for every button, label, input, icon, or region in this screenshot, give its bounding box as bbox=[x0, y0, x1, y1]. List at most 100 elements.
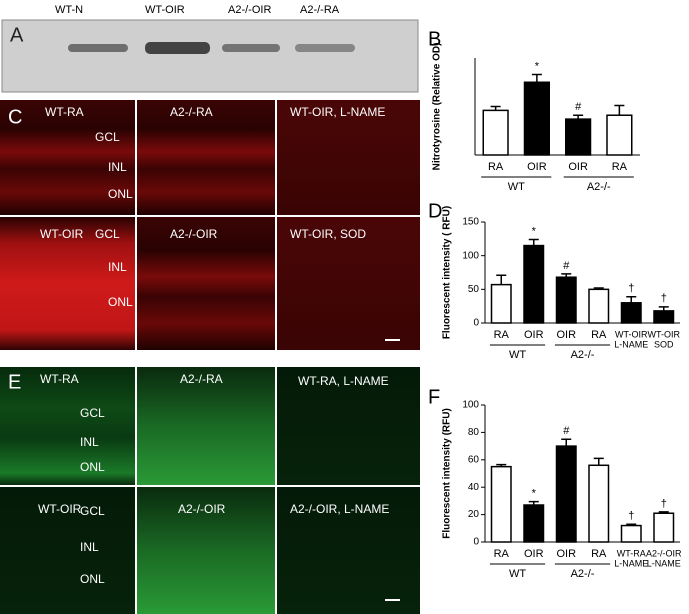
x-tick-label: RA bbox=[591, 548, 607, 560]
significance-marker: * bbox=[532, 225, 537, 237]
micrographs-e bbox=[0, 367, 420, 614]
bar bbox=[620, 302, 642, 324]
error-bar bbox=[573, 114, 584, 120]
x-tick-label: L-NAME bbox=[647, 558, 681, 568]
error-bar bbox=[490, 105, 501, 111]
x-tick-label: L-NAME bbox=[614, 339, 648, 349]
error-bar bbox=[658, 511, 669, 514]
image-title: WT-OIR, L-NAME bbox=[290, 105, 385, 119]
layer-label: GCL bbox=[80, 406, 105, 420]
x-tick-label: RA bbox=[591, 329, 607, 341]
bar bbox=[523, 81, 550, 156]
image bbox=[0, 100, 135, 215]
x-tick-label: OIR bbox=[556, 548, 576, 560]
group-label: WT bbox=[509, 349, 526, 361]
image bbox=[137, 100, 275, 215]
y-axis-label: Fluorescent intensity ( RFU) bbox=[442, 206, 453, 339]
group-label: A2-/- bbox=[587, 181, 611, 193]
y-tick-label: 60 bbox=[468, 454, 480, 465]
image-title: A2-/-OIR bbox=[170, 227, 218, 241]
y-tick-label: 0 bbox=[473, 318, 479, 329]
layer-label: ONL bbox=[108, 187, 133, 201]
x-tick-label: RA bbox=[488, 161, 504, 173]
significance-marker: * bbox=[532, 487, 537, 499]
layer-label: GCL bbox=[95, 227, 120, 241]
image bbox=[0, 367, 135, 485]
layer-label: INL bbox=[80, 435, 99, 449]
significance-marker: † bbox=[628, 283, 634, 295]
layer-label: ONL bbox=[108, 295, 133, 309]
error-bar bbox=[561, 438, 572, 447]
lane-label: WT-N bbox=[55, 4, 83, 16]
x-tick-label: OIR bbox=[527, 161, 547, 173]
image bbox=[277, 367, 420, 485]
image-title: WT-RA, L-NAME bbox=[298, 374, 389, 388]
x-tick-label: WT-OIR bbox=[615, 329, 648, 339]
layer-label: INL bbox=[108, 160, 127, 174]
image bbox=[277, 487, 420, 614]
image-title: WT-OIR, SOD bbox=[290, 227, 366, 241]
layer-label: GCL bbox=[80, 504, 105, 518]
y-tick-label: 150 bbox=[462, 217, 479, 228]
error-bar bbox=[626, 295, 637, 303]
bar bbox=[555, 276, 577, 324]
x-tick-label: RA bbox=[494, 329, 510, 341]
x-tick-label: OIR bbox=[524, 548, 544, 560]
bar bbox=[565, 118, 592, 156]
band bbox=[222, 44, 280, 52]
panel-label: D bbox=[428, 200, 442, 222]
y-tick-label: 20 bbox=[468, 509, 480, 520]
x-tick-label: OIR bbox=[524, 329, 544, 341]
image bbox=[277, 217, 420, 350]
significance-marker: # bbox=[575, 101, 582, 113]
bar bbox=[482, 109, 509, 156]
error-bar bbox=[561, 273, 572, 278]
image bbox=[277, 100, 420, 215]
significance-marker: # bbox=[563, 260, 570, 272]
bar bbox=[523, 244, 545, 324]
bar bbox=[588, 464, 610, 543]
image-title: A2-/-OIR, L-NAME bbox=[290, 502, 389, 516]
significance-marker: # bbox=[563, 425, 570, 437]
bar bbox=[555, 445, 577, 543]
y-tick-label: 0 bbox=[473, 537, 479, 548]
panel-label: C bbox=[8, 106, 22, 128]
error-bar bbox=[658, 306, 669, 311]
x-tick-label: WT-RA bbox=[617, 548, 646, 558]
error-bar bbox=[593, 287, 604, 290]
bar bbox=[523, 504, 545, 543]
band bbox=[295, 44, 355, 52]
layer-label: ONL bbox=[80, 460, 105, 474]
image bbox=[0, 217, 135, 350]
bar bbox=[490, 465, 512, 543]
x-tick-label: L-NAME bbox=[614, 558, 648, 568]
significance-marker: * bbox=[535, 60, 540, 72]
bar bbox=[588, 288, 610, 324]
x-tick-label: OIR bbox=[556, 329, 576, 341]
image-title: WT-RA bbox=[40, 372, 79, 386]
error-bar bbox=[496, 463, 507, 467]
y-tick-label: 40 bbox=[468, 482, 480, 493]
x-tick-label: RA bbox=[494, 548, 510, 560]
image bbox=[137, 217, 275, 350]
blot bbox=[1, 19, 419, 93]
x-tick-label: WT-OIR bbox=[648, 329, 681, 339]
panel-label: E bbox=[8, 371, 21, 393]
image-title: WT-RA bbox=[45, 105, 84, 119]
image-title: A2-/-OIR bbox=[178, 502, 226, 516]
layer-label: GCL bbox=[95, 130, 120, 144]
significance-marker: † bbox=[628, 510, 634, 522]
lane-label: WT-OIR bbox=[145, 4, 185, 16]
group-label: WT bbox=[509, 568, 526, 580]
image-title: A2-/-RA bbox=[180, 372, 223, 386]
layer-label: ONL bbox=[80, 572, 105, 586]
lane-label: A2-/-RA bbox=[300, 4, 340, 16]
bar bbox=[490, 283, 512, 324]
x-tick-label: OIR bbox=[568, 161, 588, 173]
significance-marker: † bbox=[661, 293, 667, 305]
group-label: A2-/- bbox=[571, 568, 595, 580]
error-bar bbox=[614, 104, 625, 116]
layer-label: INL bbox=[108, 260, 127, 274]
micrographs-c bbox=[0, 100, 420, 350]
y-tick-label: 100 bbox=[462, 400, 479, 411]
